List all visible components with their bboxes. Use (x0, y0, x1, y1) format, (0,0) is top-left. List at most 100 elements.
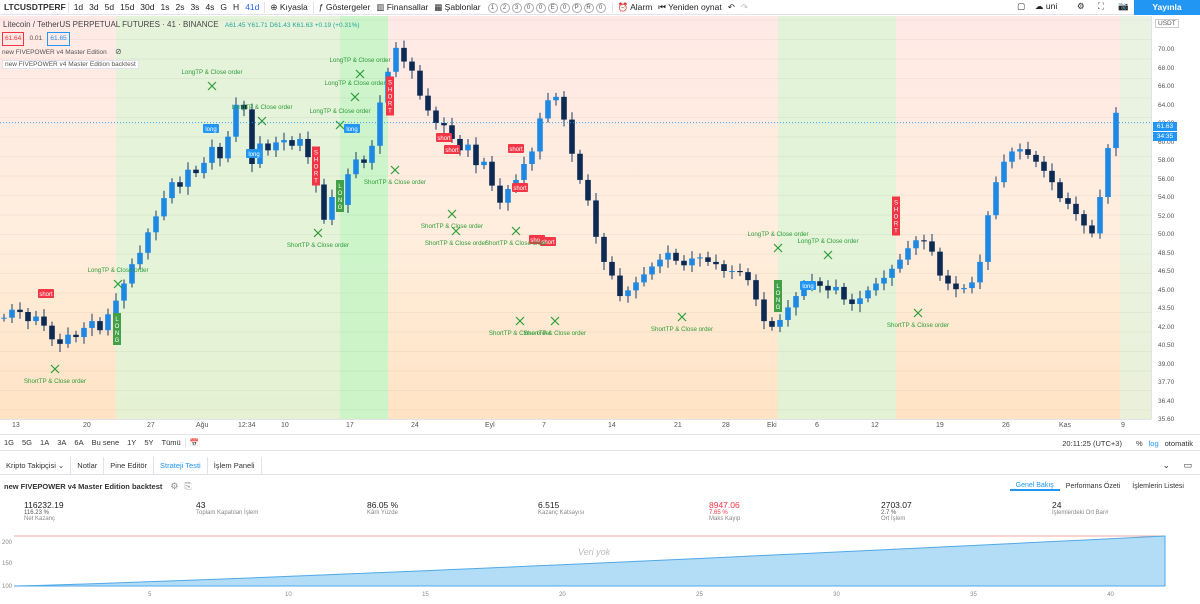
range-1y[interactable]: 1Y (127, 438, 137, 447)
tab-strategy-tester[interactable]: Strateji Testi (154, 456, 208, 475)
redo-button[interactable]: ↷ (740, 1, 748, 12)
template-3-icon[interactable]: 3 (511, 3, 522, 13)
interval-3s[interactable]: 3s (190, 2, 200, 12)
currency-label[interactable]: USDT (1155, 19, 1179, 28)
candle-body (801, 285, 807, 297)
range-5y[interactable]: 5Y (144, 438, 154, 447)
subtab-trades-list[interactable]: İşlemlerin Listesi (1132, 482, 1184, 490)
candle-body (769, 321, 775, 327)
template-10-icon[interactable]: 0 (595, 3, 606, 13)
tab-crypto-screener[interactable]: Kripto Takipçisi ⌄ (0, 456, 72, 475)
templates-button[interactable]: ▦ Şablonlar (434, 1, 481, 12)
template-9-icon[interactable]: R (583, 3, 594, 13)
candle-body (753, 280, 759, 300)
price-chart[interactable]: long long long long short short short short shor… (0, 16, 1151, 419)
range-6a[interactable]: 6A (74, 438, 84, 447)
candle-body (913, 240, 919, 249)
template-4-icon[interactable]: 0 (523, 3, 534, 13)
time-axis[interactable]: 13 20 27 Ağu 12:34 10 17 24 Eyl 7 14 21 28 Eki 6 12 19 26… (0, 419, 1151, 432)
interval-30d[interactable]: 30d (140, 2, 155, 12)
toolbar-divider (312, 1, 314, 13)
interval-5d[interactable]: 5d (104, 2, 115, 12)
maximize-panel-icon[interactable]: ▭ (1183, 460, 1192, 470)
candle-body (825, 285, 831, 291)
indicator-2-label[interactable]: new FIVEPOWER v4 Master Edition backtest (2, 60, 139, 69)
interval-1s[interactable]: 1s (160, 2, 170, 12)
user-menu[interactable]: ☁ uni (1035, 1, 1058, 11)
template-8-icon[interactable]: P (571, 3, 582, 13)
range-5g[interactable]: 5G (22, 438, 33, 447)
subtab-performance[interactable]: Performans Özeti (1065, 482, 1121, 490)
subtab-overview[interactable]: Genel Bakış (1009, 482, 1060, 491)
undo-button[interactable]: ↶ (727, 1, 735, 12)
financials-button[interactable]: ▥ Finansallar (376, 1, 429, 12)
equity-xtick: 5 (148, 592, 152, 598)
indicators-button[interactable]: ƒ Göstergeler (318, 2, 371, 12)
compare-button[interactable]: ⊕ Kıyasla (270, 1, 308, 12)
percent-toggle[interactable]: % (1135, 439, 1143, 448)
template-2-icon[interactable]: 2 (499, 3, 510, 13)
template-7-icon[interactable]: 0 (559, 3, 570, 13)
settings-gear-icon[interactable]: ⚙ (170, 480, 179, 491)
candle-body (1017, 149, 1023, 152)
vertical-signal-letter: R (314, 172, 319, 178)
candle-body (241, 104, 247, 110)
equity-xtick: 20 (559, 592, 566, 598)
interval-15d[interactable]: 15d (120, 2, 135, 12)
calendar-icon[interactable]: 📅 (184, 438, 203, 447)
interval-h[interactable]: H (233, 2, 240, 12)
template-1-icon[interactable]: 1 (487, 3, 498, 13)
interval-1d[interactable]: 1d (73, 2, 84, 12)
indicator-1-label[interactable]: new FIVEPOWER v4 Master Edition (2, 49, 107, 56)
template-6-icon[interactable]: E (547, 3, 558, 13)
eye-slash-icon[interactable]: ⊘ (115, 47, 122, 56)
range-3a[interactable]: 3A (57, 438, 67, 447)
price-axis[interactable]: USDT 70.0068.0066.0064.0062.0060.0058.00… (1151, 16, 1200, 423)
tab-notes[interactable]: Notlar (71, 456, 105, 475)
candle-body (49, 325, 55, 340)
alert-button[interactable]: ⏰ Alarm (617, 1, 653, 12)
tab-pine-editor[interactable]: Pine Editör (104, 456, 154, 475)
range-ytd[interactable]: Bu sene (91, 438, 120, 447)
log-toggle[interactable]: log (1148, 439, 1159, 448)
range-all[interactable]: Tümü (161, 438, 181, 447)
equity-chart[interactable]: Veri yok 200 150 100 5 10 15 20 25 30 35 40 (0, 533, 1200, 601)
settings-gear-icon[interactable]: ⚙ (1077, 1, 1085, 11)
candle-body (1049, 170, 1055, 183)
clock-display[interactable]: 20:11:25 (UTC+3) (1062, 439, 1122, 448)
short-signal-label: short (541, 240, 555, 246)
auto-toggle[interactable]: otomatik (1164, 439, 1193, 448)
fullscreen-icon[interactable]: ⛶ (1098, 1, 1104, 11)
range-1a[interactable]: 1A (40, 438, 50, 447)
price-tick: 56.00 (1158, 175, 1175, 183)
candle-body (1113, 112, 1119, 149)
interval-3d[interactable]: 3d (89, 2, 99, 12)
interval-41d[interactable]: 41d (245, 2, 260, 12)
candle-body (1, 317, 7, 319)
candle-body (1033, 154, 1039, 162)
candle-body (17, 309, 23, 312)
template-5-icon[interactable]: 0 (535, 3, 546, 13)
replay-button[interactable]: ⏮ Yeniden oynat (658, 1, 722, 12)
candle-body (945, 275, 951, 284)
close-order-x-icon (50, 364, 60, 374)
stat-value: 6.515 (538, 500, 560, 510)
collapse-panel-icon[interactable]: ⌄ (1162, 460, 1170, 470)
vertical-signal-tag (892, 196, 900, 236)
symbol-search[interactable]: LTCUSDTPERF (4, 2, 66, 12)
equity-area (13, 535, 1166, 587)
bid-chip[interactable]: 61.64 (2, 32, 25, 46)
camera-icon[interactable]: 📷 (1118, 1, 1129, 11)
export-icon[interactable]: ⎘ (184, 480, 192, 491)
interval-2s[interactable]: 2s (175, 2, 185, 12)
interval-4s[interactable]: 4s (205, 2, 215, 12)
tab-trading-panel[interactable]: İşlem Paneli (208, 456, 262, 475)
candle-body (649, 266, 655, 275)
indicator-row-1: new FIVEPOWER v4 Master Edition ⊘ (0, 46, 360, 58)
publish-button[interactable]: Yayınla (1134, 0, 1200, 15)
vertical-signal-tag (774, 280, 782, 312)
range-1g[interactable]: 1G (4, 438, 15, 447)
ask-chip[interactable]: 61.65 (47, 32, 70, 46)
interval-g[interactable]: G (220, 2, 228, 12)
layout-square-icon[interactable]: ▢ (1017, 1, 1026, 11)
